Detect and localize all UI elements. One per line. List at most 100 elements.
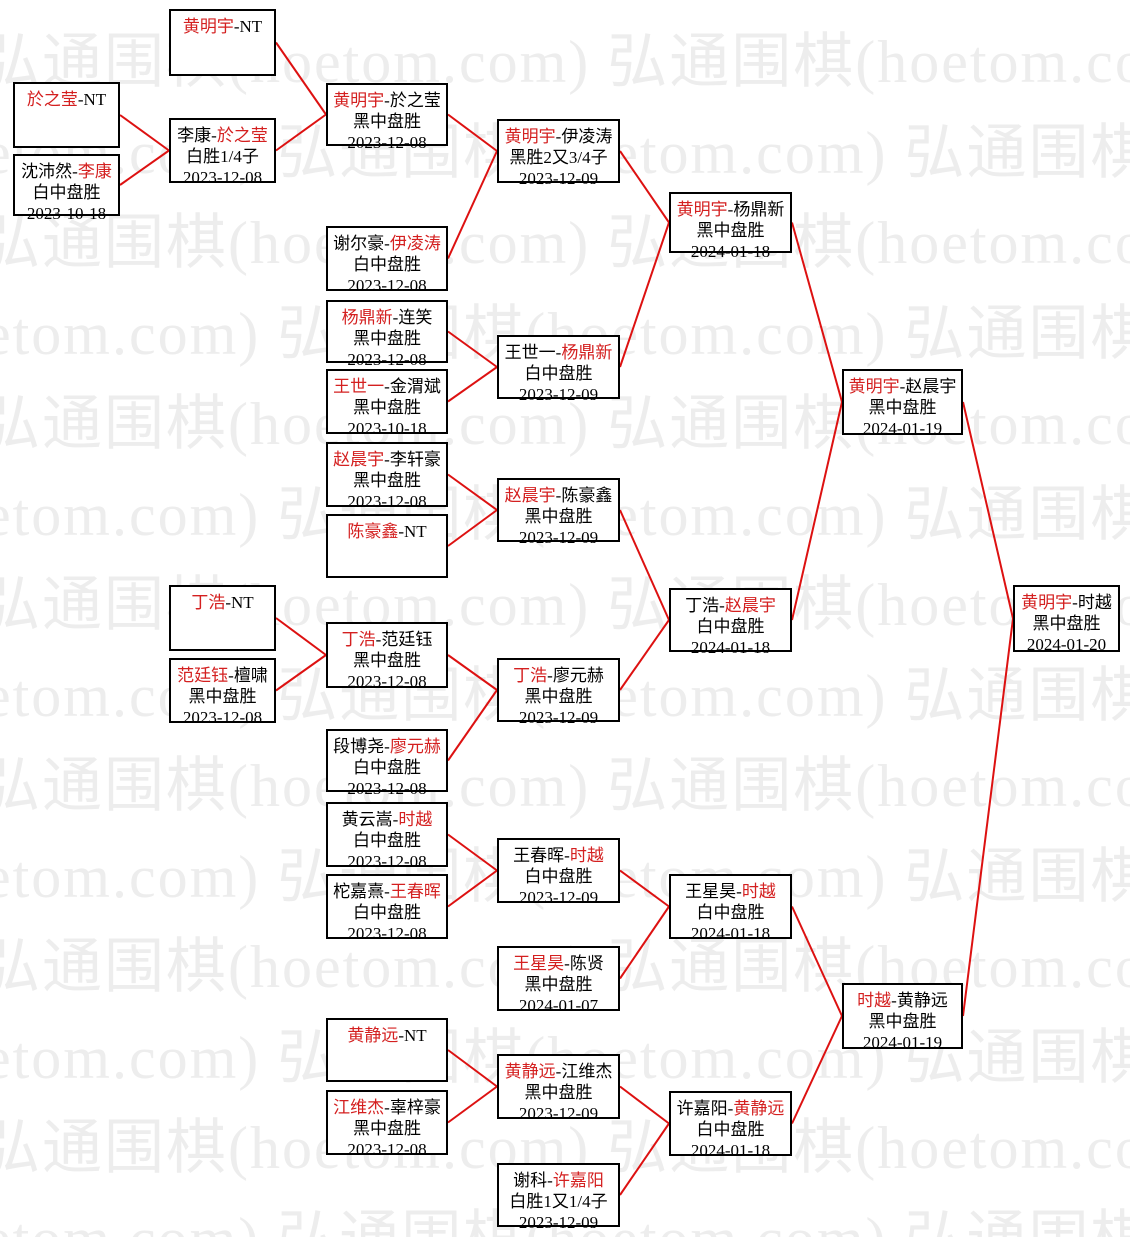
match-players: 黄明宇-杨鼎新 (671, 199, 790, 220)
player-name: 赵晨宇 (905, 377, 957, 396)
match-box-hmy_ydx[interactable]: 黄明宇-杨鼎新 黑中盘胜 2024-01-18 (669, 192, 792, 261)
match-box-hjy_nt[interactable]: 黄静远-NT (326, 1018, 448, 1082)
vs-dash: - (899, 377, 906, 396)
connector-line (619, 222, 670, 368)
player-name: 黄静远 (504, 1062, 556, 1081)
match-players: 黄明宇-赵晨宇 (844, 376, 961, 397)
connector-line (619, 150, 670, 224)
match-players: 黄明宇-於之莹 (328, 90, 446, 111)
connector-line (619, 1085, 670, 1125)
match-date: 2024-01-18 (690, 924, 771, 943)
vs-dash: - (719, 596, 725, 615)
match-date: 2023-12-08 (347, 133, 427, 152)
match-box-wxh_cx[interactable]: 王星昊-陈贤 黑中盘胜 2024-01-07 (497, 946, 620, 1015)
connector-line (791, 906, 843, 1017)
vs-dash: - (555, 1062, 562, 1081)
match-result: 白中盘胜 (353, 758, 421, 777)
vs-dash: - (398, 1026, 404, 1045)
player-name: 丁浩 (685, 596, 720, 615)
vs-dash: - (555, 127, 562, 146)
match-box-lk_yzy[interactable]: 李康-於之莹 白胜1/4子 2023-12-08 (169, 118, 276, 187)
player-name: 廖元赫 (389, 737, 441, 756)
vs-dash: - (891, 991, 897, 1010)
match-result: 白中盘胜 (353, 831, 421, 850)
player-name: 黄明宇 (182, 17, 234, 36)
match-box-tjx_wch[interactable]: 柁嘉熹-王春晖 白中盘胜 2023-12-08 (326, 874, 448, 943)
player-name: 於之莹 (26, 90, 78, 109)
vs-dash: - (555, 343, 562, 362)
vs-dash: - (384, 377, 390, 396)
player-name: 赵晨宇 (724, 596, 776, 615)
match-box-xjy_hjy[interactable]: 许嘉阳-黄静远 白中盘胜 2024-01-18 (669, 1091, 792, 1160)
match-players: 许嘉阳-黄静远 (671, 1098, 790, 1119)
connector-line (447, 366, 498, 403)
match-players: 李康-於之莹 (171, 125, 274, 146)
vs-dash: - (727, 1099, 734, 1118)
player-name: 许嘉阳 (676, 1099, 728, 1118)
connector-line (791, 401, 843, 621)
match-players: 丁浩-赵晨宇 (671, 595, 790, 616)
match-result: 黑中盘胜 (1032, 614, 1101, 633)
match-players: 江维杰-辜梓豪 (328, 1097, 446, 1118)
watermark-text: 弘通围棋(hoetom.com) 弘通围棋(hoetom.com) 弘通围棋(h… (0, 210, 1130, 276)
match-box-fty_tx[interactable]: 范廷钰-檀啸 黑中盘胜 2023-12-08 (169, 658, 276, 727)
match-players: 王星昊-时越 (671, 881, 790, 902)
match-box-sy_hjy[interactable]: 时越-黄静远 黑中盘胜 2024-01-19 (842, 983, 963, 1052)
match-box-wsy_ydx[interactable]: 王世一-杨鼎新 白中盘胜 2023-12-09 (497, 335, 620, 404)
player-name: 黄明宇 (848, 377, 900, 396)
match-box-ydx_lx[interactable]: 杨鼎新-连笑 黑中盘胜 2023-12-08 (326, 300, 448, 369)
player-name: 於之莹 (216, 126, 268, 145)
match-box-dh_fty[interactable]: 丁浩-范廷钰 黑中盘胜 2023-12-08 (326, 622, 448, 691)
match-box-hys_sy[interactable]: 黄云嵩-时越 白中盘胜 2023-12-08 (326, 802, 448, 871)
match-box-yzy_nt[interactable]: 於之莹-NT (13, 82, 120, 148)
match-date: 2023-12-08 (347, 350, 427, 369)
player-name: 黄静远 (733, 1099, 785, 1118)
player-name: 廖元赫 (552, 666, 604, 685)
connector-line (447, 113, 498, 152)
match-box-dh_lyh[interactable]: 丁浩-廖元赫 黑中盘胜 2023-12-09 (497, 658, 620, 727)
match-box-wxh_sy[interactable]: 王星昊-时越 白中盘胜 2024-01-18 (669, 874, 792, 943)
match-box-dh_zcy[interactable]: 丁浩-赵晨宇 白中盘胜 2024-01-18 (669, 588, 792, 657)
player-name: NT (231, 593, 254, 612)
match-box-hmy_sy[interactable]: 黄明宇-时越 黑中盘胜 2024-01-20 (1013, 585, 1120, 654)
match-box-wsy_jwb[interactable]: 王世一-金渭斌 黑中盘胜 2023-10-18 (326, 369, 448, 438)
player-name: 王世一 (504, 343, 556, 362)
match-date: 2023-12-08 (347, 492, 427, 511)
vs-dash: - (72, 162, 78, 181)
match-box-hmy_zcy[interactable]: 黄明宇-赵晨宇 黑中盘胜 2024-01-19 (842, 369, 963, 438)
match-result: 白中盘胜 (353, 255, 421, 274)
match-box-hmy_nt[interactable]: 黄明宇-NT (169, 9, 276, 76)
vs-dash: - (398, 522, 404, 541)
match-box-zcy_chx[interactable]: 赵晨宇-陈豪鑫 黑中盘胜 2023-12-09 (497, 478, 620, 547)
match-date: 2023-12-08 (347, 672, 427, 691)
match-date: 2024-01-18 (690, 242, 771, 261)
connector-line (447, 509, 498, 547)
match-box-chx_nt[interactable]: 陈豪鑫-NT (326, 514, 448, 578)
match-players: 沈沛然-李康 (15, 161, 118, 182)
match-box-jwj_gzh[interactable]: 江维杰-辜梓豪 黑中盘胜 2023-12-08 (326, 1090, 448, 1159)
match-box-hmy_ylt[interactable]: 黄明宇-伊凌涛 黑胜2又3/4子 2023-12-09 (497, 119, 620, 188)
match-box-spr_lk[interactable]: 沈沛然-李康 白中盘胜 2023-10-18 (13, 154, 120, 223)
player-name: NT (239, 17, 263, 36)
player-name: NT (404, 522, 427, 541)
player-name: 陈豪鑫 (347, 522, 399, 541)
match-box-hjy_jwj[interactable]: 黄静远-江维杰 黑中盘胜 2023-12-09 (497, 1054, 620, 1123)
match-box-hmy_yzy[interactable]: 黄明宇-於之莹 黑中盘胜 2023-12-08 (326, 83, 448, 152)
match-box-dh_nt[interactable]: 丁浩-NT (169, 585, 276, 651)
match-result: 黑胜2又3/4子 (509, 148, 608, 167)
match-box-xeh_ylt[interactable]: 谢尔豪-伊凌涛 白中盘胜 2023-12-08 (326, 226, 448, 295)
player-name: 黄明宇 (333, 91, 385, 110)
vs-dash: - (384, 450, 390, 469)
vs-dash: - (384, 91, 390, 110)
match-box-wch_sy[interactable]: 王春晖-时越 白中盘胜 2023-12-09 (497, 838, 620, 907)
match-box-xk_xjy[interactable]: 谢科-许嘉阳 白胜1又1/4子 2023-12-09 (497, 1163, 620, 1232)
player-name: 时越 (569, 846, 604, 865)
match-date: 2023-12-08 (182, 168, 263, 187)
match-date: 2023-12-08 (347, 276, 427, 295)
match-result: 黑中盘胜 (524, 1083, 593, 1102)
player-name: 黄明宇 (1021, 593, 1073, 612)
match-players: 谢科-许嘉阳 (499, 1170, 618, 1191)
match-players: 王春晖-时越 (499, 845, 618, 866)
match-box-dby_lyh[interactable]: 段博尧-廖元赫 白中盘胜 2023-12-08 (326, 729, 448, 798)
match-box-zcy_lxh[interactable]: 赵晨宇-李轩豪 黑中盘胜 2023-12-08 (326, 442, 448, 511)
